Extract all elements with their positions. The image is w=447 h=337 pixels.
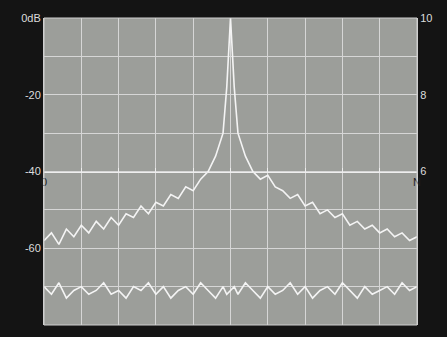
svg-text:0: 0: [41, 176, 47, 188]
svg-text:6: 6: [420, 165, 426, 177]
svg-text:N: N: [413, 176, 421, 188]
svg-text:10: 10: [420, 12, 432, 24]
svg-text:8: 8: [420, 89, 426, 101]
svg-text:-60: -60: [25, 242, 41, 254]
svg-text:-20: -20: [25, 89, 41, 101]
svg-text:0dB: 0dB: [21, 12, 41, 24]
svg-text:-40: -40: [25, 165, 41, 177]
